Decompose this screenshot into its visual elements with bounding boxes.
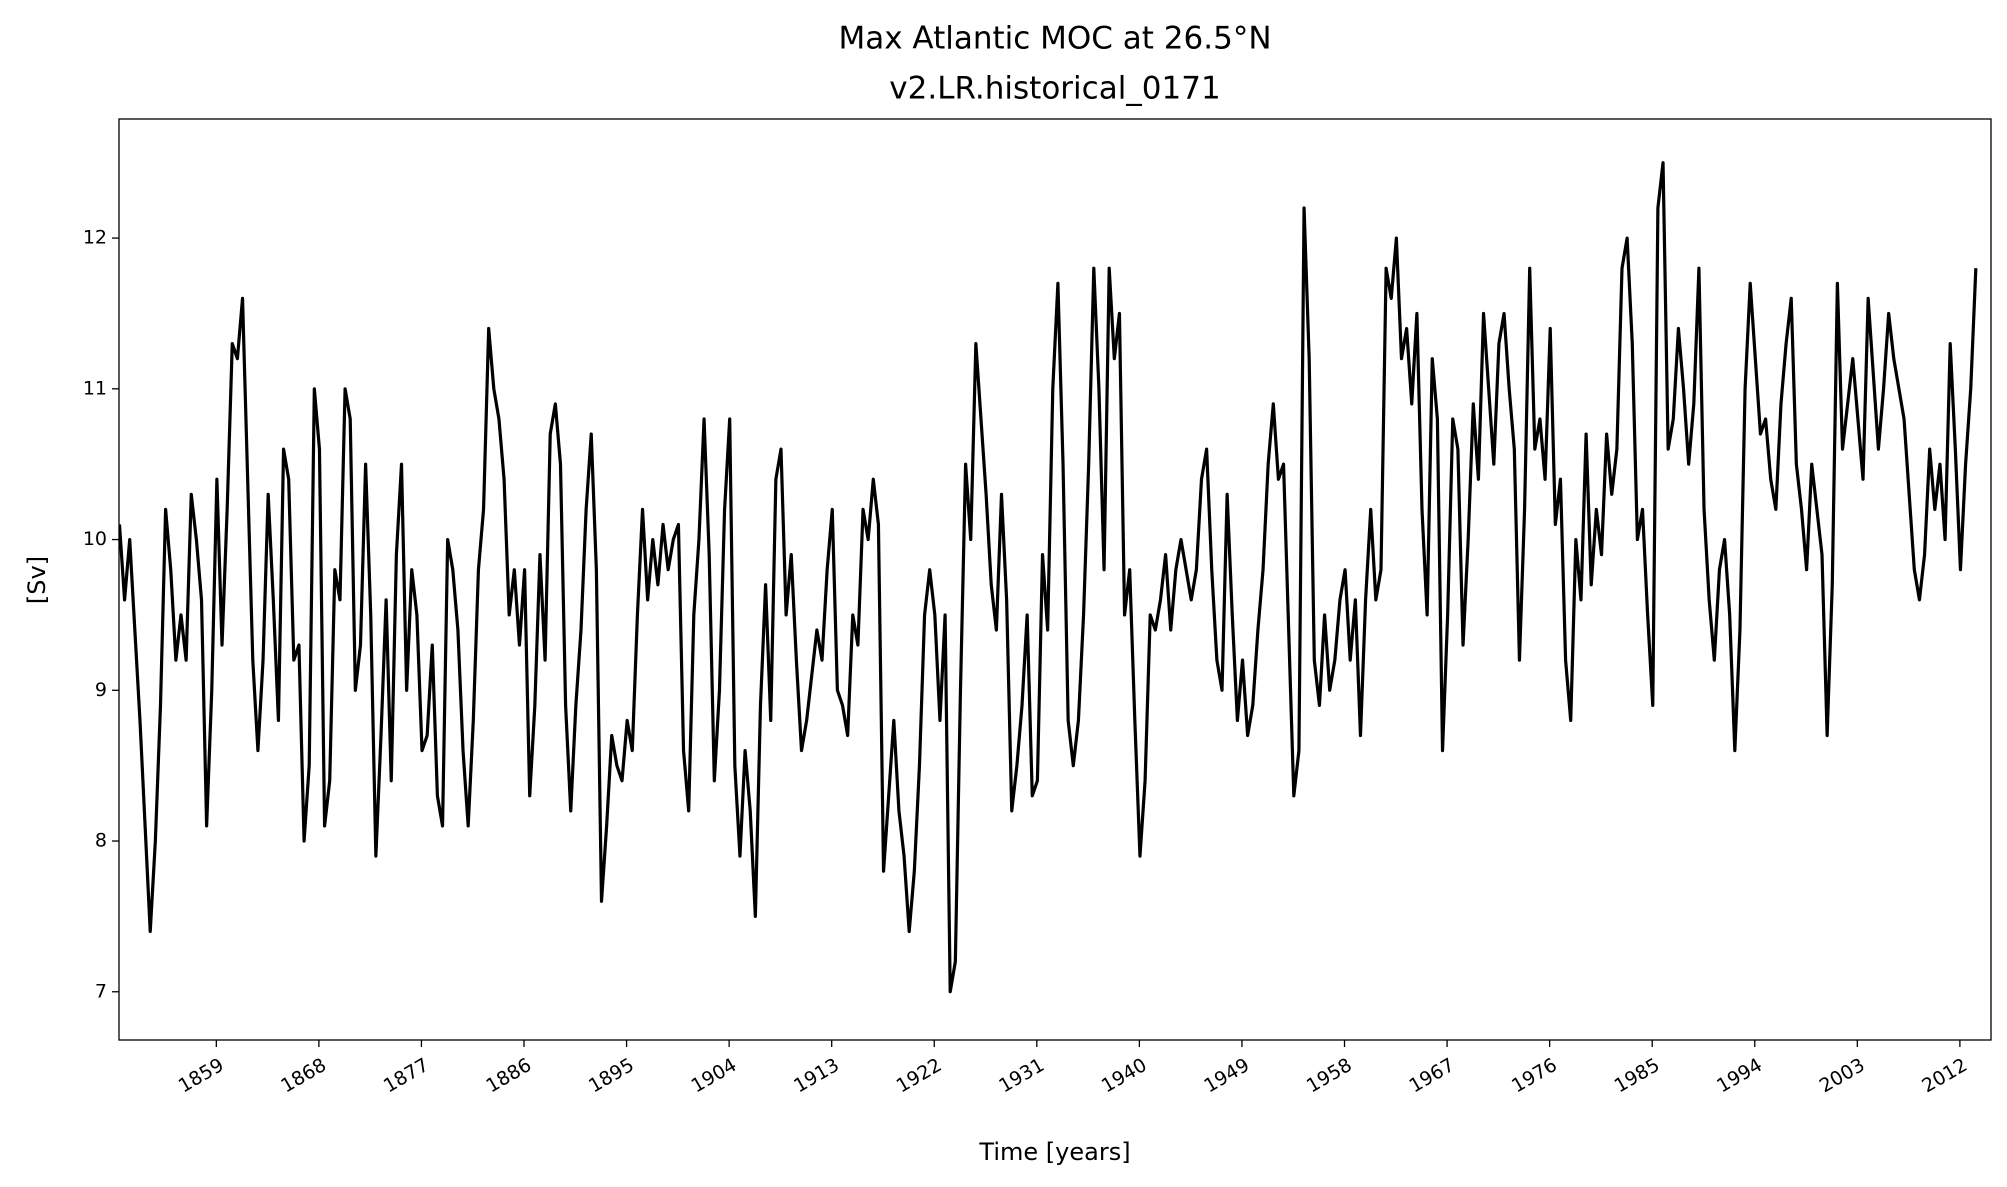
x-tick-label: 1868 <box>277 1054 330 1097</box>
x-tick-label: 1985 <box>1611 1054 1664 1097</box>
y-tick-label: 10 <box>83 528 107 550</box>
y-tick-label: 12 <box>83 227 107 249</box>
x-tick-label: 1976 <box>1508 1054 1561 1097</box>
x-tick-label: 1922 <box>893 1054 946 1097</box>
x-axis-label: Time [years] <box>978 1138 1130 1166</box>
chart-title: Max Atlantic MOC at 26.5°N <box>838 21 1271 57</box>
x-tick-label: 1859 <box>175 1054 228 1097</box>
x-tick-label: 1967 <box>1405 1054 1458 1097</box>
x-tick-label: 1949 <box>1200 1054 1253 1097</box>
y-tick-label: 7 <box>95 980 107 1002</box>
y-axis-label: [Sv] <box>23 556 51 604</box>
x-tick-label: 2003 <box>1816 1054 1869 1097</box>
x-tick-label: 1931 <box>995 1054 1048 1097</box>
data-line <box>119 161 1978 994</box>
x-tick-label: 1940 <box>1098 1054 1151 1097</box>
chart-subtitle: v2.LR.historical_0171 <box>889 71 1220 107</box>
y-tick-label: 11 <box>83 377 107 399</box>
x-tick-label: 1913 <box>790 1054 843 1097</box>
x-tick-label: 1958 <box>1303 1054 1356 1097</box>
x-tick-label: 1886 <box>482 1054 535 1097</box>
x-tick-label: 1877 <box>380 1054 433 1097</box>
x-tick-label: 2012 <box>1918 1054 1971 1097</box>
y-tick-label: 9 <box>95 679 107 701</box>
x-tick-label: 1895 <box>585 1054 638 1097</box>
y-tick-label: 8 <box>95 830 107 852</box>
x-tick-label: 1904 <box>688 1054 741 1097</box>
plot-frame <box>118 118 1992 1041</box>
x-tick-label: 1994 <box>1713 1054 1766 1097</box>
